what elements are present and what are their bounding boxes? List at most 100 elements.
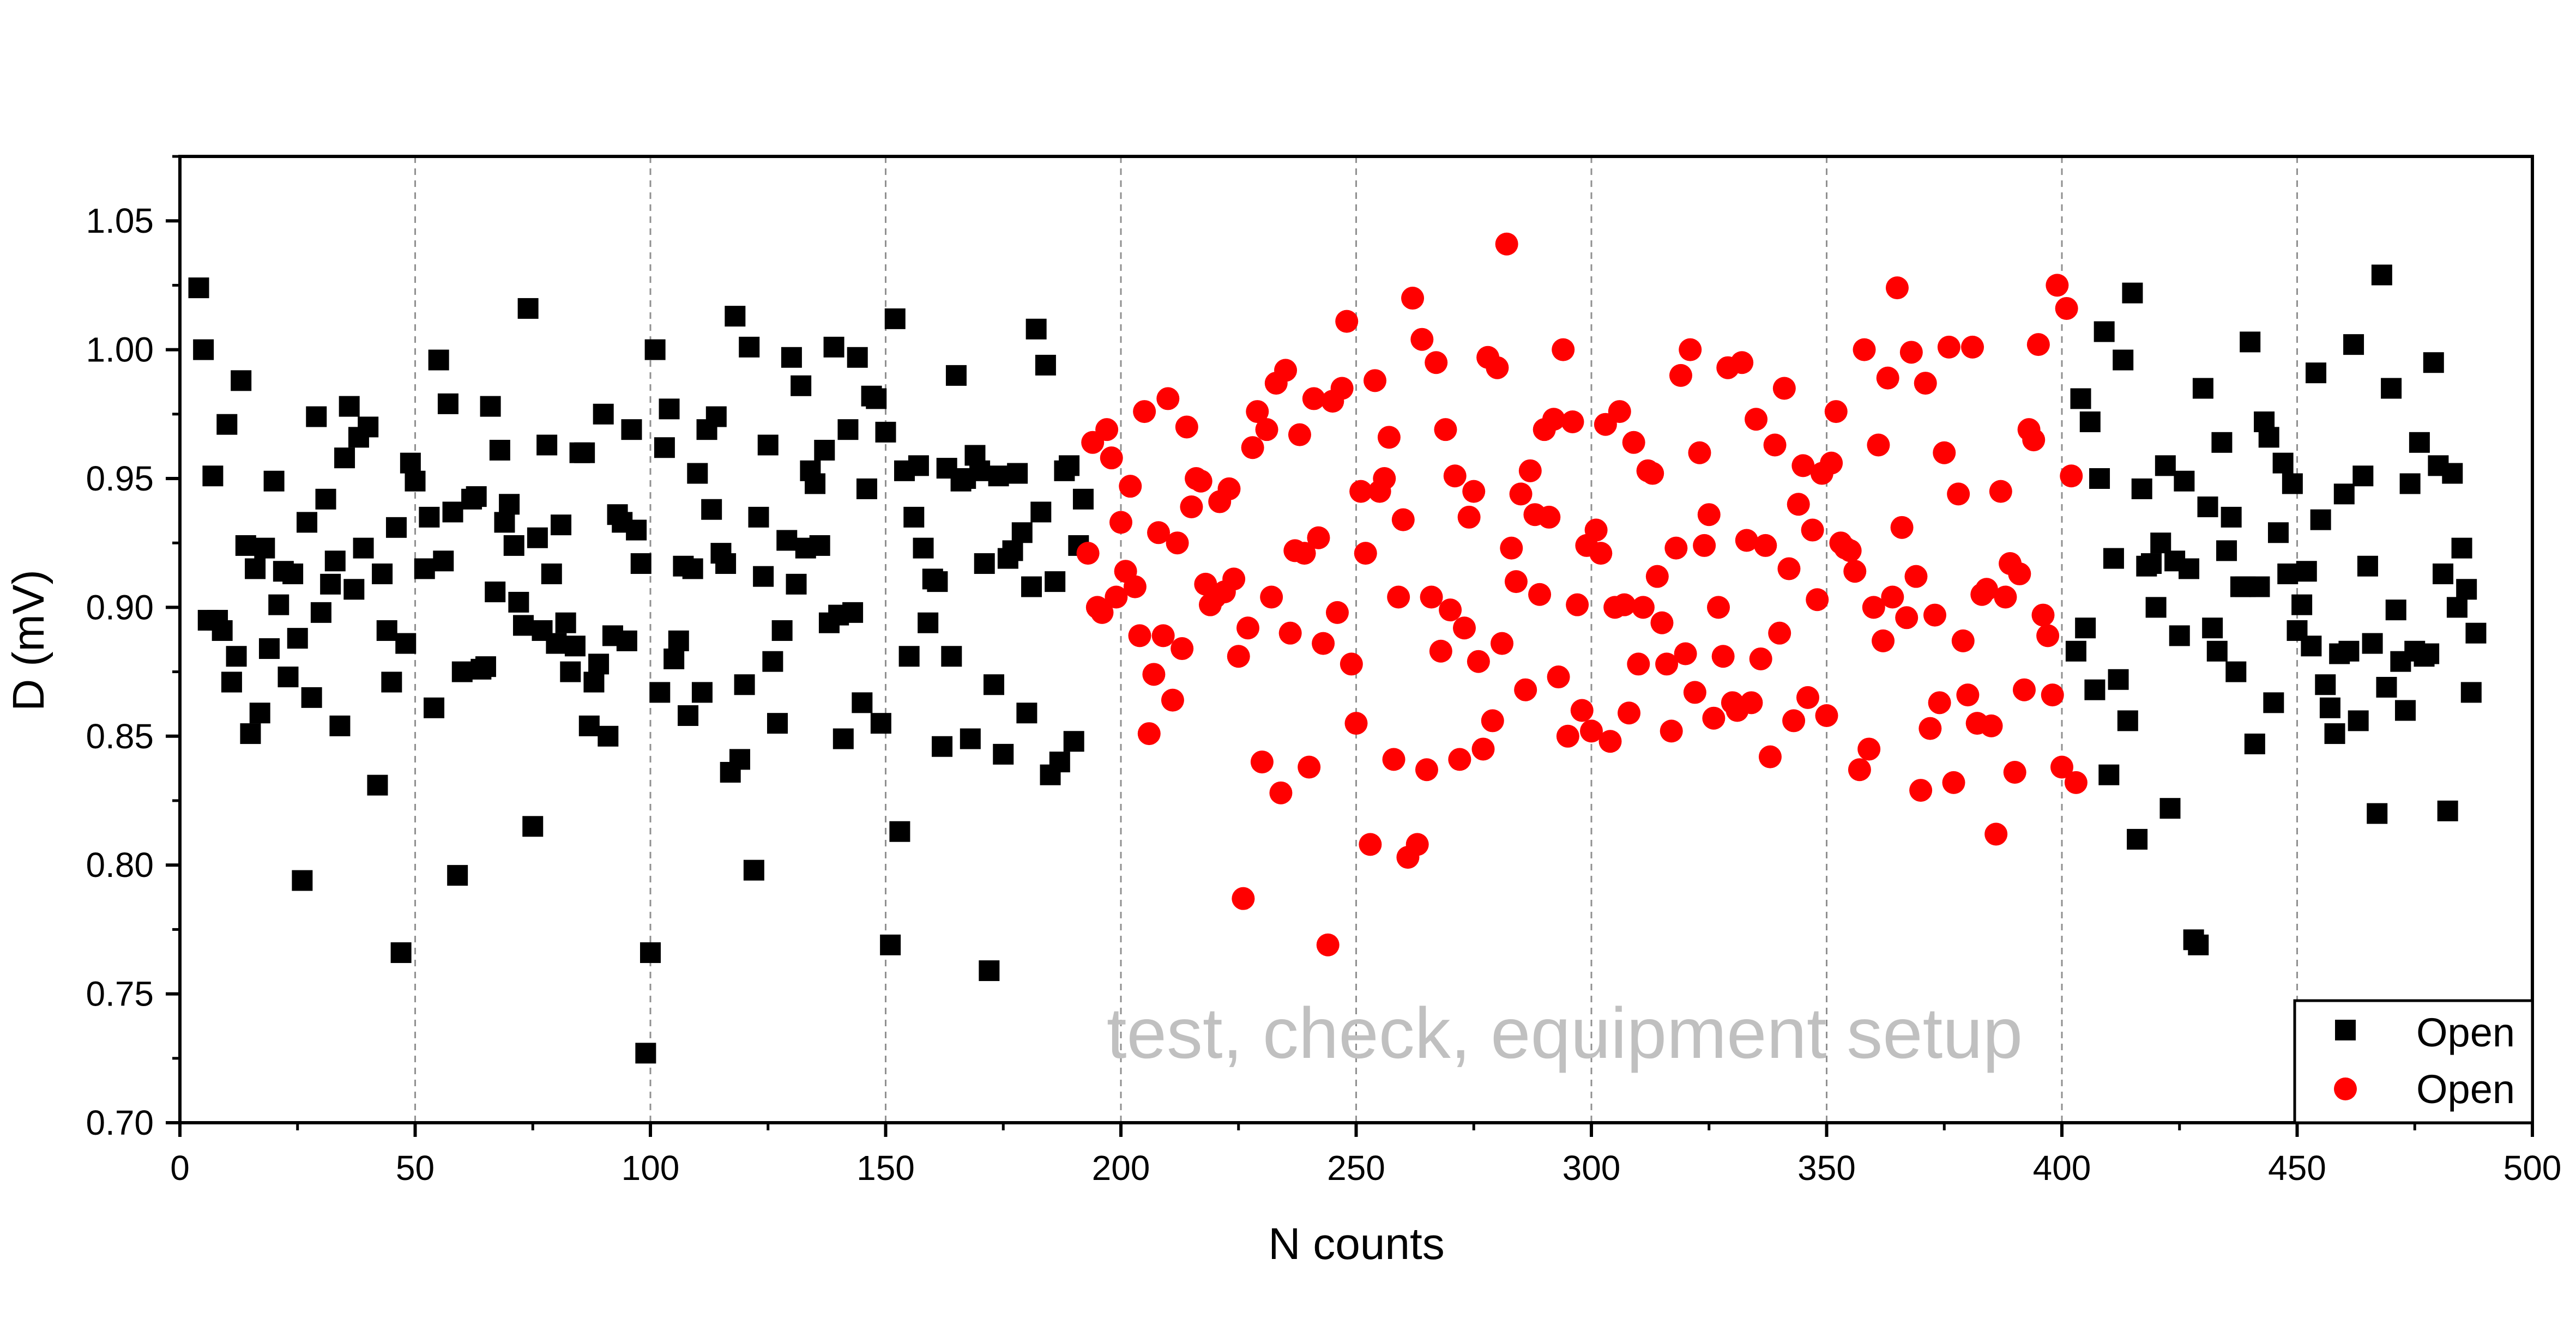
legend-marker-circle bbox=[2334, 1077, 2357, 1100]
data-point-series-2 bbox=[1566, 593, 1589, 616]
data-point-series-1 bbox=[2409, 432, 2430, 453]
data-point-series-2 bbox=[1631, 596, 1655, 619]
data-point-series-1 bbox=[2169, 625, 2190, 646]
data-point-series-2 bbox=[1255, 418, 1278, 441]
data-point-series-1 bbox=[2108, 669, 2129, 690]
data-point-series-1 bbox=[2202, 617, 2223, 639]
data-point-series-1 bbox=[2282, 473, 2303, 494]
data-point-series-2 bbox=[1491, 632, 1514, 655]
data-point-series-1 bbox=[541, 563, 562, 584]
data-point-series-2 bbox=[1885, 276, 1909, 300]
x-axis: 0 50 100 150 200 250 300 350 400 450 500 bbox=[170, 1123, 2561, 1188]
data-point-series-1 bbox=[2140, 553, 2162, 574]
data-point-series-1 bbox=[2296, 561, 2317, 582]
data-point-series-1 bbox=[791, 375, 812, 396]
data-point-series-2 bbox=[1693, 534, 1716, 557]
data-point-series-1 bbox=[1045, 571, 1066, 592]
data-point-series-1 bbox=[767, 713, 788, 734]
data-point-series-2 bbox=[1749, 647, 1772, 670]
data-point-series-2 bbox=[1702, 706, 1726, 730]
data-point-series-2 bbox=[1325, 601, 1349, 624]
data-point-series-1 bbox=[503, 535, 524, 556]
data-point-series-1 bbox=[447, 865, 468, 886]
data-point-series-2 bbox=[1947, 482, 1970, 506]
data-point-series-1 bbox=[2315, 674, 2336, 695]
data-point-series-2 bbox=[1914, 372, 1937, 395]
data-point-series-1 bbox=[258, 638, 280, 659]
data-point-series-1 bbox=[2263, 692, 2284, 713]
data-point-series-1 bbox=[419, 506, 440, 528]
data-point-series-1 bbox=[2216, 540, 2237, 561]
data-point-series-1 bbox=[324, 550, 346, 572]
data-point-series-2 bbox=[1377, 426, 1401, 449]
data-point-series-2 bbox=[1881, 585, 1904, 609]
data-point-series-1 bbox=[640, 942, 661, 963]
data-point-series-2 bbox=[1608, 400, 1631, 423]
data-point-series-2 bbox=[1745, 408, 1768, 431]
data-point-series-1 bbox=[1007, 463, 1028, 484]
data-point-series-2 bbox=[2046, 274, 2069, 297]
data-point-series-2 bbox=[1645, 565, 1669, 588]
data-point-series-2 bbox=[1933, 441, 1956, 464]
x-tick-label: 0 bbox=[170, 1148, 190, 1188]
data-point-series-2 bbox=[1123, 575, 1147, 598]
data-point-series-2 bbox=[1848, 758, 1871, 782]
data-point-series-2 bbox=[1989, 480, 2012, 503]
data-point-series-1 bbox=[1002, 540, 1023, 561]
data-point-series-1 bbox=[2098, 764, 2120, 785]
data-point-series-2 bbox=[1128, 624, 1151, 647]
y-tick-label: 0.85 bbox=[86, 717, 154, 756]
data-point-series-2 bbox=[1090, 601, 1114, 624]
data-point-series-2 bbox=[1679, 338, 1702, 361]
data-point-series-1 bbox=[2240, 331, 2261, 353]
data-point-series-1 bbox=[353, 537, 374, 559]
data-point-series-2 bbox=[1382, 748, 1405, 771]
data-point-series-1 bbox=[508, 591, 529, 613]
data-point-series-1 bbox=[753, 566, 774, 587]
data-point-series-1 bbox=[1016, 703, 1037, 724]
data-point-series-1 bbox=[494, 512, 515, 533]
data-point-series-1 bbox=[2460, 682, 2482, 703]
data-point-series-2 bbox=[1622, 431, 1645, 454]
data-point-series-1 bbox=[564, 635, 586, 657]
data-point-series-1 bbox=[786, 573, 807, 595]
data-point-series-1 bbox=[635, 1043, 656, 1064]
data-point-series-2 bbox=[1137, 722, 1161, 746]
data-point-series-2 bbox=[1664, 536, 1688, 560]
annotation-text: test, check, equipment setup bbox=[1107, 993, 2023, 1073]
data-point-series-2 bbox=[1335, 310, 1359, 333]
data-point-series-1 bbox=[512, 615, 534, 636]
data-point-series-2 bbox=[1942, 771, 1965, 794]
data-point-series-2 bbox=[1824, 400, 1848, 423]
data-point-series-2 bbox=[1147, 521, 1171, 544]
data-point-series-1 bbox=[870, 713, 891, 734]
x-tick-label: 300 bbox=[1563, 1148, 1621, 1188]
data-point-series-1 bbox=[682, 558, 703, 579]
data-point-series-1 bbox=[2131, 478, 2152, 499]
data-point-series-1 bbox=[485, 582, 506, 603]
legend-marker-square bbox=[2335, 1020, 2356, 1040]
data-point-series-1 bbox=[644, 339, 666, 360]
data-point-series-2 bbox=[1820, 451, 1843, 475]
data-point-series-1 bbox=[560, 661, 581, 682]
data-point-series-2 bbox=[1443, 464, 1467, 488]
data-point-series-2 bbox=[1697, 503, 1721, 526]
data-point-series-1 bbox=[390, 942, 412, 963]
x-tick-label: 450 bbox=[2268, 1148, 2326, 1188]
data-point-series-2 bbox=[1951, 629, 1975, 652]
data-point-series-2 bbox=[1857, 737, 1881, 761]
data-point-series-1 bbox=[884, 308, 906, 329]
data-point-series-1 bbox=[2258, 427, 2279, 448]
data-point-series-1 bbox=[2150, 532, 2171, 554]
points-layer bbox=[188, 232, 2487, 1064]
data-point-series-1 bbox=[480, 396, 501, 417]
data-point-series-2 bbox=[1302, 387, 1325, 410]
data-point-series-2 bbox=[1481, 709, 1504, 732]
data-point-series-2 bbox=[1344, 712, 1368, 735]
data-point-series-1 bbox=[546, 633, 567, 654]
data-point-series-2 bbox=[1434, 418, 1457, 441]
data-point-series-1 bbox=[2324, 723, 2345, 744]
y-axis: 0.70 0.75 0.80 0.85 0.90 0.95 1.00 1.05 bbox=[86, 155, 180, 1142]
data-point-series-1 bbox=[442, 501, 463, 523]
